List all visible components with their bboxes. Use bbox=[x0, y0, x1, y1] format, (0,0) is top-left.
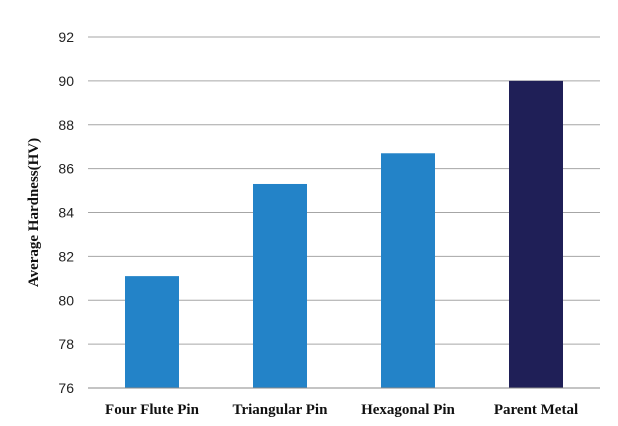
y-tick-label: 80 bbox=[58, 292, 74, 308]
bar bbox=[253, 183, 307, 388]
y-tick-labels: 76 78 80 82 84 86 88 90 92 bbox=[58, 29, 74, 396]
y-tick-label: 92 bbox=[58, 29, 74, 45]
x-category-label: Parent Metal bbox=[494, 402, 578, 418]
x-category-label: Triangular Pin bbox=[233, 402, 329, 418]
bar bbox=[509, 80, 563, 388]
y-tick-label: 76 bbox=[58, 380, 74, 396]
y-tick-label: 86 bbox=[58, 161, 74, 177]
y-tick-label: 78 bbox=[58, 336, 74, 352]
y-tick-label: 90 bbox=[58, 73, 74, 89]
bars bbox=[125, 80, 563, 388]
bar bbox=[125, 276, 179, 388]
y-tick-label: 84 bbox=[58, 205, 74, 221]
y-tick-label: 88 bbox=[58, 117, 74, 133]
x-category-label: Four Flute Pin bbox=[105, 402, 200, 418]
y-tick-label: 82 bbox=[58, 248, 74, 264]
y-axis-title: Average Hardness(HV) bbox=[26, 138, 42, 287]
bar bbox=[381, 153, 435, 388]
x-category-labels: Four Flute Pin Triangular Pin Hexagonal Pi… bbox=[105, 402, 578, 418]
x-category-label: Hexagonal Pin bbox=[361, 402, 455, 418]
